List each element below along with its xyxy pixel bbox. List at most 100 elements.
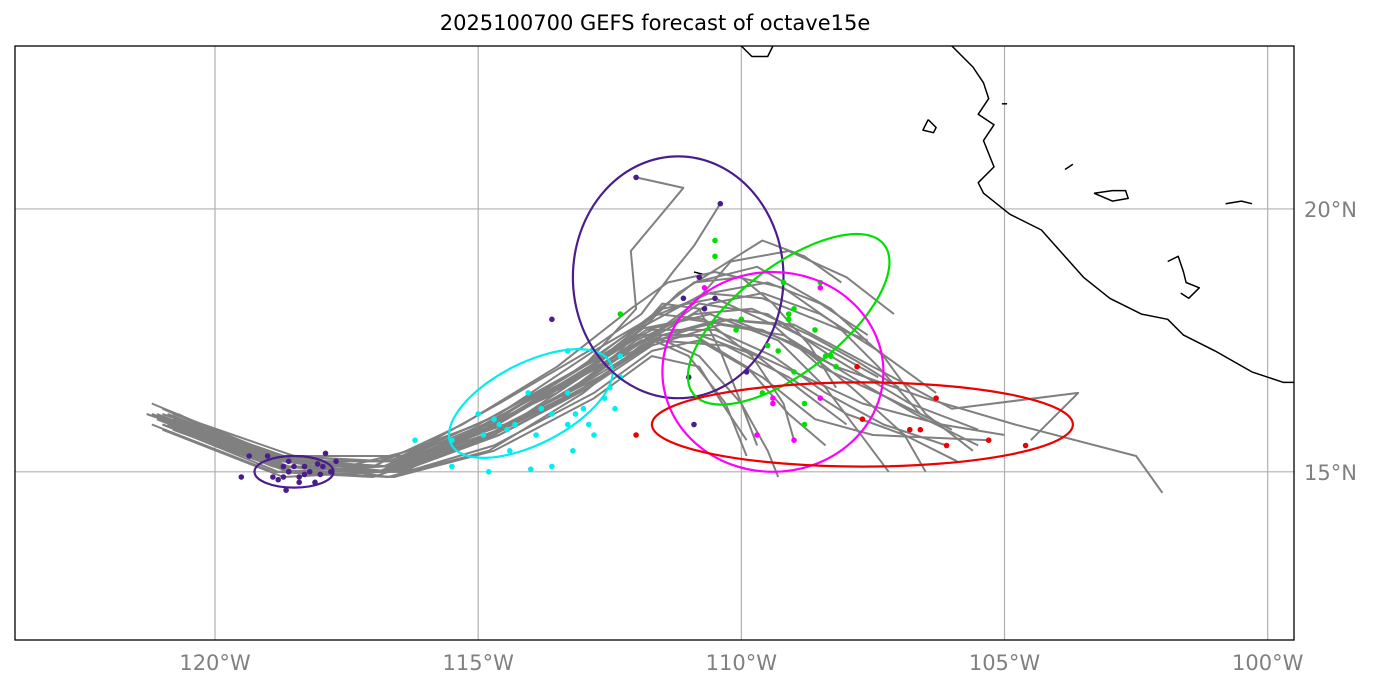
forecast-point bbox=[817, 285, 824, 291]
forecast-point bbox=[907, 426, 913, 433]
forecast-point bbox=[549, 411, 555, 417]
forecast-point bbox=[570, 448, 576, 454]
ensemble-track bbox=[177, 318, 879, 463]
forecast-point bbox=[275, 476, 282, 483]
forecast-point bbox=[817, 395, 824, 402]
forecast-point bbox=[733, 327, 739, 333]
coastline-segment bbox=[922, 119, 937, 134]
forecast-point bbox=[412, 437, 418, 444]
forecast-point bbox=[770, 395, 776, 402]
forecast-point bbox=[528, 466, 534, 473]
forecast-point bbox=[785, 316, 792, 323]
forecast-point bbox=[449, 463, 455, 470]
latitude-labels: 20°N 15°N bbox=[1304, 198, 1357, 485]
forecast-point bbox=[283, 487, 289, 494]
forecast-time-group bbox=[412, 348, 624, 475]
forecast-point bbox=[572, 411, 579, 417]
forecast-point bbox=[301, 471, 308, 478]
forecast-point bbox=[854, 363, 860, 370]
forecast-point bbox=[812, 327, 818, 333]
gridlines bbox=[15, 46, 1294, 640]
forecast-point bbox=[564, 421, 571, 428]
uncertainty-ellipse bbox=[253, 454, 335, 489]
forecast-point bbox=[1022, 442, 1029, 449]
forecast-point bbox=[512, 421, 518, 428]
forecast-point bbox=[507, 448, 513, 454]
lon-tick-label: 115°W bbox=[442, 651, 514, 675]
forecast-point bbox=[285, 469, 292, 475]
forecast-point bbox=[785, 311, 792, 317]
forecast-point bbox=[285, 458, 292, 465]
forecast-point bbox=[270, 474, 276, 480]
lon-tick-label: 100°W bbox=[1232, 651, 1304, 675]
forecast-point bbox=[280, 463, 287, 470]
forecast-point bbox=[859, 416, 866, 423]
ensemble-track bbox=[167, 276, 837, 473]
forecast-point bbox=[917, 426, 924, 433]
forecast-point bbox=[320, 463, 326, 470]
forecast-point bbox=[701, 306, 708, 312]
map-frame bbox=[14, 45, 1295, 641]
forecast-point bbox=[791, 369, 797, 375]
forecast-point bbox=[617, 311, 624, 317]
forecast-point bbox=[985, 437, 992, 444]
forecast-time-group bbox=[238, 450, 339, 494]
forecast-point bbox=[504, 426, 510, 433]
uncertainty-ellipse bbox=[650, 381, 1075, 468]
forecast-point bbox=[943, 442, 950, 449]
forecast-point bbox=[549, 463, 555, 470]
forecast-point bbox=[301, 463, 308, 470]
forecast-point bbox=[770, 400, 776, 407]
forecast-point bbox=[754, 432, 760, 438]
longitude-labels: 120°W 115°W 110°W 105°W 100°W bbox=[179, 651, 1303, 675]
forecast-point bbox=[712, 253, 718, 260]
forecast-point bbox=[291, 463, 297, 470]
forecast-point bbox=[691, 421, 697, 428]
ensemble-tracks bbox=[146, 176, 1164, 494]
forecast-point bbox=[680, 295, 687, 302]
coastline-segment bbox=[1225, 200, 1253, 205]
forecast-point bbox=[238, 474, 245, 480]
uncertainty-ellipse bbox=[571, 155, 785, 400]
forecast-point bbox=[475, 411, 482, 417]
forecast-point bbox=[633, 432, 639, 438]
forecast-point bbox=[833, 363, 839, 370]
forecast-point bbox=[549, 316, 555, 323]
forecast-point bbox=[328, 469, 334, 475]
forecast-time-group bbox=[617, 232, 891, 428]
coastline-segment bbox=[1093, 189, 1129, 202]
forecast-point bbox=[617, 353, 624, 359]
forecast-point bbox=[491, 416, 497, 423]
forecast-positions bbox=[238, 155, 1075, 494]
lon-tick-label: 110°W bbox=[706, 651, 778, 675]
forecast-point bbox=[246, 453, 252, 459]
forecast-point bbox=[333, 458, 339, 465]
forecast-point bbox=[738, 316, 745, 323]
forecast-point bbox=[780, 279, 787, 286]
forecast-point bbox=[296, 474, 303, 480]
lon-tick-label: 120°W bbox=[179, 651, 251, 675]
forecast-point bbox=[764, 342, 771, 349]
coastline-segment bbox=[1064, 163, 1074, 171]
forecast-point bbox=[717, 200, 724, 207]
forecast-point bbox=[591, 432, 597, 438]
ensemble-track bbox=[172, 292, 937, 473]
forecast-point bbox=[712, 237, 718, 244]
forecast-point bbox=[314, 461, 321, 467]
forecast-point bbox=[585, 421, 592, 428]
ensemble-track bbox=[151, 334, 827, 463]
coastline-segment bbox=[740, 46, 774, 58]
ensemble-track bbox=[162, 328, 947, 468]
forecast-point bbox=[612, 405, 618, 412]
forecast-point bbox=[322, 450, 329, 457]
forecast-time-group bbox=[661, 270, 885, 473]
forecast-point bbox=[496, 421, 503, 428]
uncertainty-ellipse bbox=[686, 232, 891, 406]
forecast-time-group bbox=[633, 363, 1075, 468]
uncertainty-ellipse bbox=[661, 270, 885, 473]
forecast-point bbox=[580, 405, 587, 412]
forecast-point bbox=[701, 285, 708, 291]
forecast-point bbox=[538, 405, 545, 412]
forecast-point bbox=[296, 479, 303, 486]
forecast-point bbox=[264, 453, 271, 459]
